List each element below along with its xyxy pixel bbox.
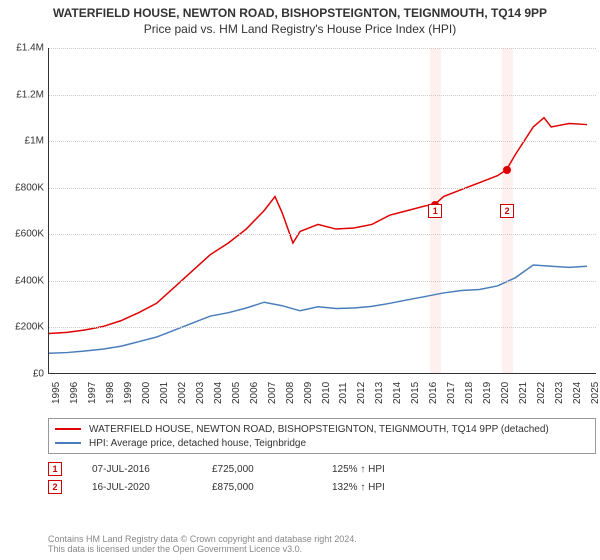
transaction-price: £875,000 <box>212 482 302 493</box>
x-axis-label: 2004 <box>213 382 221 404</box>
y-axis-label: £400K <box>15 275 44 286</box>
x-axis-label: 2007 <box>267 382 275 404</box>
y-axis-label: £200K <box>15 322 44 333</box>
transaction-marker-on-chart: 2 <box>500 204 514 218</box>
y-axis-label: £800K <box>15 182 44 193</box>
x-axis-label: 1996 <box>69 382 77 404</box>
x-axis-label: 2011 <box>338 382 346 404</box>
x-axis-label: 2014 <box>392 382 400 404</box>
x-axis-label: 2022 <box>536 382 544 404</box>
x-axis-label: 2009 <box>303 382 311 404</box>
footer-line2: This data is licensed under the Open Gov… <box>48 544 596 554</box>
x-axis-label: 2005 <box>231 382 239 404</box>
plot-area: 12 <box>48 48 596 374</box>
y-axis-label: £1.2M <box>16 89 44 100</box>
legend-label-subject: WATERFIELD HOUSE, NEWTON ROAD, BISHOPSTE… <box>89 424 549 435</box>
gridline <box>49 234 596 235</box>
transaction-price: £725,000 <box>212 464 302 475</box>
x-axis-label: 2018 <box>464 382 472 404</box>
legend: WATERFIELD HOUSE, NEWTON ROAD, BISHOPSTE… <box>48 418 596 454</box>
transaction-row: 1 07-JUL-2016 £725,000 125% ↑ HPI <box>48 460 596 478</box>
x-axis-label: 2020 <box>500 382 508 404</box>
gridline <box>49 95 596 96</box>
gridline <box>49 48 596 49</box>
y-axis-label: £0 <box>33 369 44 380</box>
x-axis-label: 2017 <box>446 382 454 404</box>
x-axis-label: 1997 <box>87 382 95 404</box>
series-line-hpi <box>49 265 587 353</box>
x-axis-label: 2012 <box>356 382 364 404</box>
legend-item-hpi: HPI: Average price, detached house, Teig… <box>55 436 589 450</box>
x-axis-label: 1995 <box>51 382 59 404</box>
transaction-date: 07-JUL-2016 <box>92 464 182 475</box>
x-axis-label: 2013 <box>374 382 382 404</box>
x-axis-label: 2001 <box>159 382 167 404</box>
transaction-row: 2 16-JUL-2020 £875,000 132% ↑ HPI <box>48 478 596 496</box>
x-axis-label: 2006 <box>249 382 257 404</box>
gridline <box>49 281 596 282</box>
legend-item-subject: WATERFIELD HOUSE, NEWTON ROAD, BISHOPSTE… <box>55 422 589 436</box>
transaction-vs-hpi: 132% ↑ HPI <box>332 482 385 493</box>
x-axis-label: 2010 <box>321 382 329 404</box>
x-axis-label: 2024 <box>572 382 580 404</box>
legend-swatch-hpi <box>55 442 81 444</box>
x-axis-label: 2003 <box>195 382 203 404</box>
legend-swatch-subject <box>55 428 81 430</box>
x-axis-label: 2016 <box>428 382 436 404</box>
transaction-marker-on-chart: 1 <box>428 204 442 218</box>
legend-label-hpi: HPI: Average price, detached house, Teig… <box>89 438 306 449</box>
series-line-subject <box>49 118 587 334</box>
transaction-vs-hpi: 125% ↑ HPI <box>332 464 385 475</box>
footer-attribution: Contains HM Land Registry data © Crown c… <box>48 534 596 554</box>
transaction-marker: 2 <box>48 480 62 494</box>
transactions-table: 1 07-JUL-2016 £725,000 125% ↑ HPI 2 16-J… <box>48 460 596 496</box>
data-point-dot <box>503 166 511 174</box>
x-axis-label: 2002 <box>177 382 185 404</box>
chart-subtitle: Price paid vs. HM Land Registry's House … <box>10 22 590 36</box>
x-axis-label: 2025 <box>590 382 598 404</box>
transaction-date: 16-JUL-2020 <box>92 482 182 493</box>
x-axis-label: 1999 <box>123 382 131 404</box>
footer-line1: Contains HM Land Registry data © Crown c… <box>48 534 596 544</box>
gridline <box>49 141 596 142</box>
y-axis-label: £1M <box>25 136 44 147</box>
x-axis-label: 2023 <box>554 382 562 404</box>
x-axis-label: 1998 <box>105 382 113 404</box>
x-axis-label: 2000 <box>141 382 149 404</box>
transaction-marker: 1 <box>48 462 62 476</box>
x-axis-label: 2008 <box>285 382 293 404</box>
gridline <box>49 327 596 328</box>
gridline <box>49 188 596 189</box>
x-axis-label: 2019 <box>482 382 490 404</box>
chart-container: 12 £0£200K£400K£600K£800K£1M£1.2M£1.4M19… <box>0 44 600 414</box>
x-axis-label: 2021 <box>518 382 526 404</box>
y-axis-label: £600K <box>15 229 44 240</box>
chart-title-address: WATERFIELD HOUSE, NEWTON ROAD, BISHOPSTE… <box>10 6 590 20</box>
y-axis-label: £1.4M <box>16 43 44 54</box>
x-axis-label: 2015 <box>410 382 418 404</box>
